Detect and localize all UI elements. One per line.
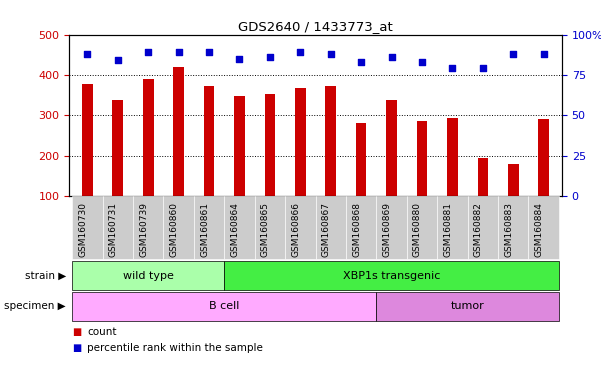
Text: GSM160860: GSM160860 [169, 202, 178, 257]
Point [387, 54, 397, 60]
Text: GSM160864: GSM160864 [230, 202, 239, 257]
Text: count: count [87, 327, 117, 337]
Bar [173, 67, 184, 196]
Bar [538, 119, 549, 196]
Bar [234, 96, 245, 196]
Point [417, 59, 427, 65]
Text: GSM160881: GSM160881 [444, 202, 453, 257]
Text: GSM160865: GSM160865 [261, 202, 270, 257]
Text: GSM160867: GSM160867 [322, 202, 331, 257]
Text: GSM160730: GSM160730 [78, 202, 87, 257]
Text: GSM160861: GSM160861 [200, 202, 209, 257]
Point [265, 54, 275, 60]
Text: GSM160731: GSM160731 [109, 202, 118, 257]
Text: XBP1s transgenic: XBP1s transgenic [343, 270, 441, 281]
Point [144, 49, 153, 55]
Bar [295, 88, 306, 196]
Point [326, 51, 335, 57]
Text: wild type: wild type [123, 270, 174, 281]
Text: GSM160883: GSM160883 [504, 202, 513, 257]
Bar [82, 84, 93, 196]
Point [82, 51, 92, 57]
Bar [325, 86, 336, 196]
Bar [508, 164, 519, 196]
Point [296, 49, 305, 55]
Bar [264, 94, 275, 196]
Bar [204, 86, 215, 196]
Bar [356, 123, 367, 196]
Text: ■: ■ [72, 343, 81, 353]
Text: B cell: B cell [209, 301, 239, 311]
Point [356, 59, 366, 65]
Text: GSM160868: GSM160868 [352, 202, 361, 257]
Text: GSM160866: GSM160866 [291, 202, 300, 257]
Bar [386, 100, 397, 196]
Bar [478, 157, 488, 196]
Point [478, 65, 487, 71]
Point [204, 49, 214, 55]
Text: tumor: tumor [451, 301, 484, 311]
Text: GSM160869: GSM160869 [383, 202, 392, 257]
Text: GSM160880: GSM160880 [413, 202, 422, 257]
Point [174, 49, 183, 55]
Text: GSM160882: GSM160882 [474, 202, 483, 257]
Point [113, 57, 123, 63]
Text: GSM160739: GSM160739 [139, 202, 148, 257]
Text: GSM160884: GSM160884 [535, 202, 544, 257]
Text: ■: ■ [72, 327, 81, 337]
Bar [112, 100, 123, 196]
Text: strain ▶: strain ▶ [25, 270, 66, 281]
Text: specimen ▶: specimen ▶ [4, 301, 66, 311]
Bar [143, 79, 153, 196]
Point [508, 51, 518, 57]
Point [448, 65, 457, 71]
Bar [416, 121, 427, 196]
Text: percentile rank within the sample: percentile rank within the sample [87, 343, 263, 353]
Bar [447, 118, 458, 196]
Text: GDS2640 / 1433773_at: GDS2640 / 1433773_at [238, 20, 393, 33]
Point [539, 51, 549, 57]
Point [234, 56, 244, 62]
